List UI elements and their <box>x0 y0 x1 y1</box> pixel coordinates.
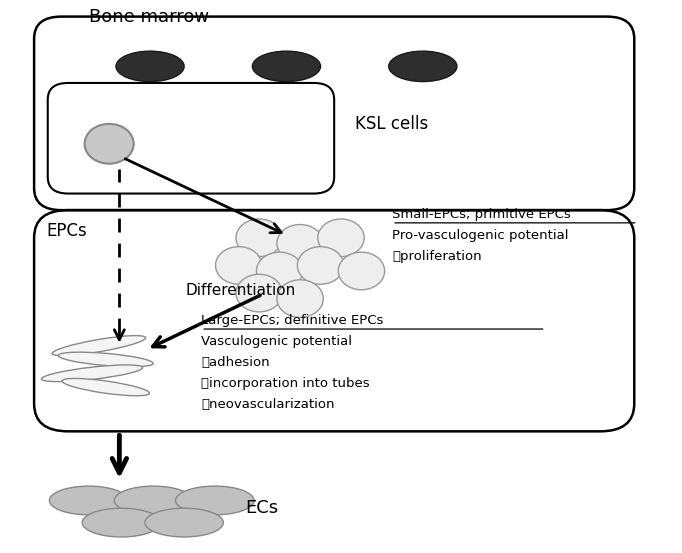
Ellipse shape <box>389 51 457 82</box>
Text: ・proliferation: ・proliferation <box>392 250 481 263</box>
Ellipse shape <box>85 124 134 164</box>
Text: ・adhesion: ・adhesion <box>201 356 270 369</box>
Ellipse shape <box>58 352 153 367</box>
Ellipse shape <box>42 365 143 382</box>
Text: Bone marrow: Bone marrow <box>89 8 209 27</box>
Text: Large-EPCs; definitive EPCs: Large-EPCs; definitive EPCs <box>201 314 383 327</box>
Text: ・neovascularization: ・neovascularization <box>201 398 335 411</box>
Ellipse shape <box>175 486 254 515</box>
Ellipse shape <box>297 247 344 284</box>
Ellipse shape <box>338 252 385 290</box>
Text: Differentiation: Differentiation <box>186 283 296 298</box>
Ellipse shape <box>114 486 192 515</box>
Text: ・incorporation into tubes: ・incorporation into tubes <box>201 377 370 390</box>
Ellipse shape <box>62 378 149 396</box>
Text: ECs: ECs <box>246 499 279 517</box>
Ellipse shape <box>216 247 262 284</box>
Ellipse shape <box>277 280 323 317</box>
Ellipse shape <box>49 486 128 515</box>
Ellipse shape <box>277 225 323 262</box>
Ellipse shape <box>236 219 282 257</box>
Text: KSL cells: KSL cells <box>355 116 428 133</box>
Text: Small-EPCs; primitive EPCs: Small-EPCs; primitive EPCs <box>392 208 571 221</box>
Text: EPCs: EPCs <box>46 222 87 241</box>
Ellipse shape <box>252 51 321 82</box>
Ellipse shape <box>82 508 160 537</box>
Text: Vasculogenic potential: Vasculogenic potential <box>201 335 352 348</box>
Text: Pro-vasculogenic potential: Pro-vasculogenic potential <box>392 229 569 242</box>
Ellipse shape <box>116 51 184 82</box>
Ellipse shape <box>318 219 364 257</box>
Ellipse shape <box>145 508 224 537</box>
Ellipse shape <box>236 274 282 312</box>
Ellipse shape <box>256 252 303 290</box>
Ellipse shape <box>52 336 146 356</box>
